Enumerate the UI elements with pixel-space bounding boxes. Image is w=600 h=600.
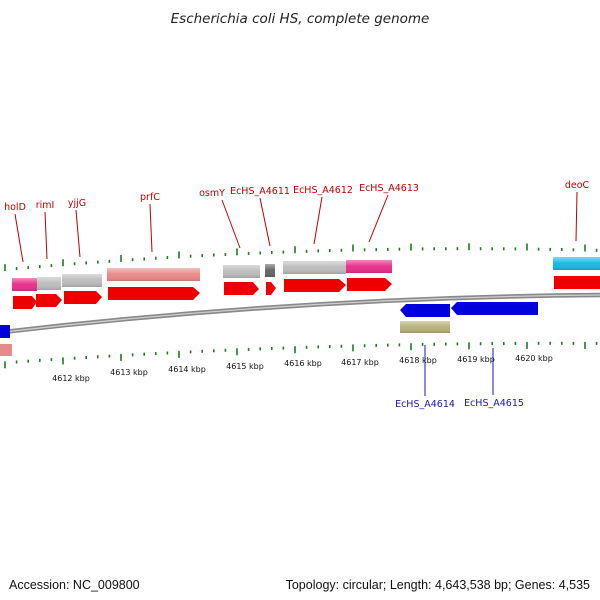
cds-arrow-forward[interactable]	[284, 279, 346, 292]
cds-arrow-forward[interactable]	[13, 296, 37, 309]
genome-stats-text: Topology: circular; Length: 4,643,538 bp…	[285, 578, 590, 592]
cds-arrow-reverse[interactable]	[0, 325, 10, 338]
cds-arrow-forward[interactable]	[554, 276, 600, 289]
cds-arrow-forward[interactable]	[266, 282, 276, 295]
label-leaders-top	[14, 191, 578, 263]
gene-label-EcHS_A4613[interactable]: EcHS_A4613	[359, 183, 419, 194]
feature-track-top	[0, 257, 600, 356]
gene-label-prfC[interactable]: prfC	[140, 192, 160, 203]
gene-label-EcHS_A4611[interactable]: EcHS_A4611	[230, 186, 290, 197]
gene-label-yjjG[interactable]: yjjG	[68, 198, 86, 209]
tick-row-top	[4, 243, 598, 272]
cds-arrow-reverse[interactable]	[451, 302, 538, 315]
feature-block[interactable]	[0, 344, 12, 356]
gene-label-holD[interactable]: holD	[4, 202, 26, 213]
cds-arrow-forward[interactable]	[64, 291, 102, 304]
axis-label-4620: 4620 kbp	[515, 354, 553, 363]
cds-arrow-forward[interactable]	[36, 294, 62, 307]
axis-label-4612: 4612 kbp	[52, 374, 90, 383]
axis-label-4619: 4619 kbp	[457, 355, 495, 364]
cds-arrow-forward[interactable]	[108, 287, 200, 300]
cds-track-reverse	[0, 302, 538, 338]
axis-label-4617: 4617 kbp	[341, 358, 379, 367]
gene-label-rimI[interactable]: rimI	[36, 200, 55, 211]
cds-arrow-forward[interactable]	[224, 282, 259, 295]
label-leaders-bottom	[424, 345, 494, 396]
gene-label-osmY[interactable]: osmY	[199, 188, 225, 199]
gene-label-EcHS_A4614[interactable]: EcHS_A4614	[395, 399, 455, 410]
map-title: Escherichia coli HS, complete genome	[171, 11, 430, 27]
axis-label-4614: 4614 kbp	[168, 365, 206, 374]
cds-arrow-forward[interactable]	[347, 278, 392, 291]
gene-label-EcHS_A4615[interactable]: EcHS_A4615	[464, 398, 524, 409]
gene-label-EcHS_A4612[interactable]: EcHS_A4612	[293, 185, 353, 196]
axis-label-4616: 4616 kbp	[284, 359, 322, 368]
cds-track-forward	[13, 276, 600, 309]
gene-label-deoC[interactable]: deoC	[565, 180, 590, 191]
cds-arrow-reverse[interactable]	[400, 304, 450, 317]
axis-label-4618: 4618 kbp	[399, 356, 437, 365]
tick-row-bottom	[4, 341, 598, 369]
axis-label-4615: 4615 kbp	[226, 362, 264, 371]
genome-backbone-highlight	[0, 294, 600, 334]
accession-text: Accession: NC_009800	[9, 578, 140, 592]
axis-label-4613: 4613 kbp	[110, 368, 148, 377]
